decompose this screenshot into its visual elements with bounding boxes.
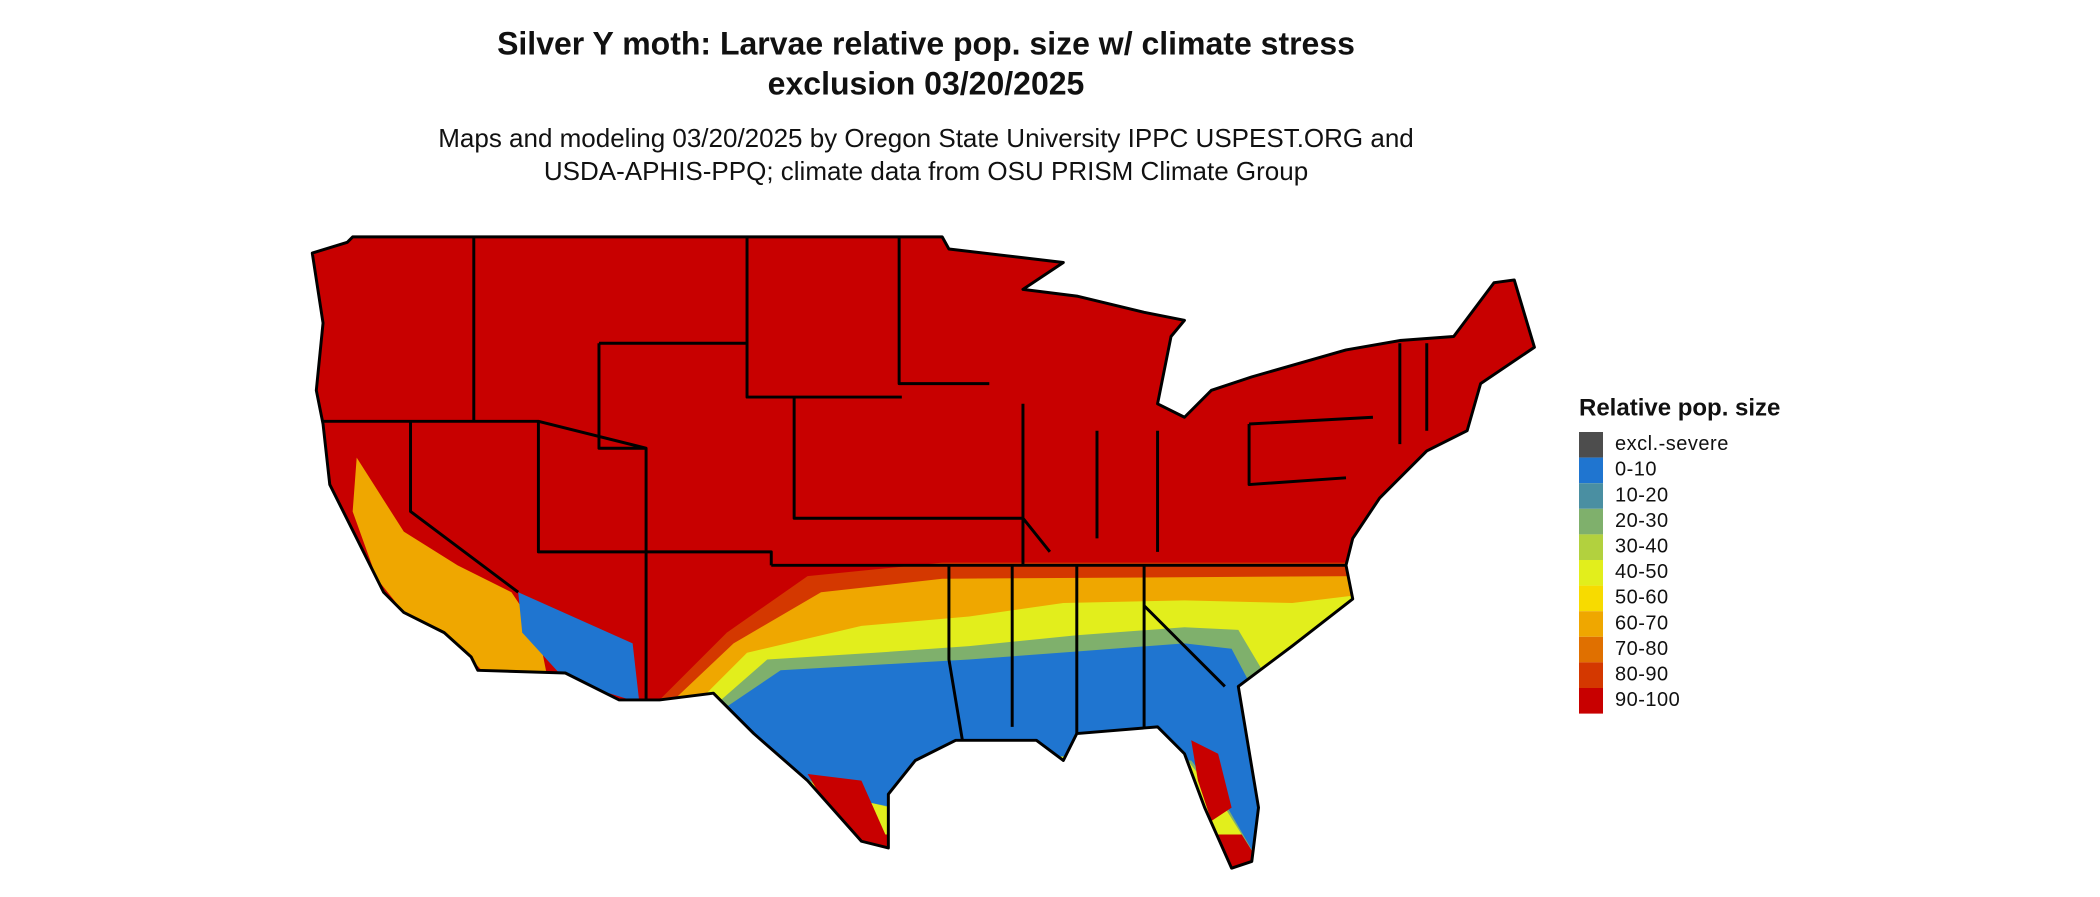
legend-label: 80-90 [1615,663,1669,685]
legend-label: excl.-severe [1615,433,1729,455]
legend-label: 90-100 [1615,689,1680,711]
legend-swatch [1579,457,1603,484]
title: exclusion 03/20/2025 [768,65,1085,101]
legend-label: 70-80 [1615,638,1669,660]
region-low [518,592,640,703]
title: Silver Y moth: Larvae relative pop. size… [497,25,1355,61]
state-borders [323,236,1429,741]
legend-label: 30-40 [1615,535,1669,557]
country-outline [310,235,1536,870]
legend-label: 20-30 [1615,510,1669,532]
legend-swatch [1579,662,1603,688]
legend-label: 0-10 [1615,459,1657,481]
legend-label: 40-50 [1615,561,1669,583]
legend-label: 50-60 [1615,587,1669,609]
legend-title: Relative pop. size [1579,394,1780,421]
map-fill [312,236,1535,869]
region-high [312,236,1535,869]
legend-swatch [1579,534,1603,560]
legend-swatch [1579,611,1603,637]
region-high [807,773,889,842]
legend: excl.-severe 0-10 10-20 20-30 30-40 40-50 50-6… [1579,432,1729,714]
map [310,235,1536,870]
region-low [726,643,1259,862]
legend-swatch [1579,688,1603,714]
subtitle: USDA-APHIS-PPQ; climate data from OSU PR… [544,156,1308,186]
legend-label: 10-20 [1615,484,1669,506]
legend-swatch [1579,432,1603,458]
legend-swatch [1579,483,1603,509]
legend-swatch [1579,560,1603,586]
legend-swatch [1579,636,1603,663]
region-band [352,457,552,700]
legend-label: 60-70 [1615,612,1669,634]
legend-swatch [1579,508,1603,535]
legend-swatch [1579,585,1603,612]
subtitle: Maps and modeling 03/20/2025 by Oregon S… [438,123,1414,153]
region-high [1191,740,1232,822]
